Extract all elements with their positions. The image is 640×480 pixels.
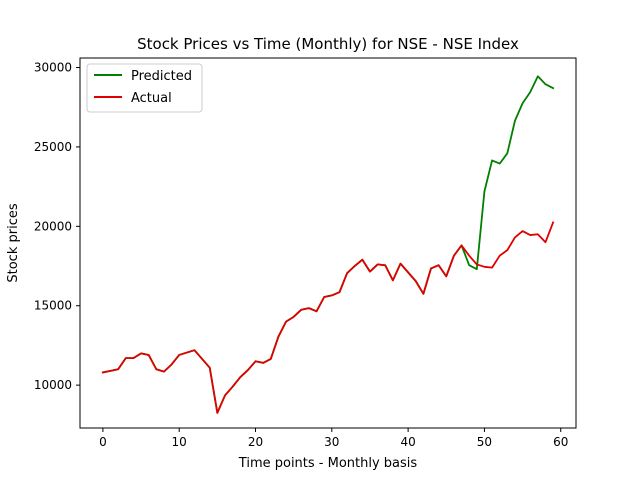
legend-label-actual: Actual <box>131 91 172 106</box>
series-line-actual <box>101 221 555 414</box>
y-axis-label: Stock prices <box>6 203 21 282</box>
chart-title: Stock Prices vs Time (Monthly) for NSE -… <box>137 35 519 53</box>
x-tick-label: 60 <box>553 435 568 449</box>
x-tick-label: 0 <box>99 435 107 449</box>
y-tick-label: 15000 <box>34 299 72 313</box>
x-axis-ticks: 0 10 20 30 40 50 60 <box>99 428 568 449</box>
x-tick-label: 10 <box>172 435 187 449</box>
y-axis-ticks: 10000 15000 20000 25000 30000 <box>34 61 80 392</box>
x-axis-label: Time points - Monthly basis <box>238 456 418 471</box>
x-tick-label: 50 <box>477 435 492 449</box>
series-lines <box>101 75 555 414</box>
legend: Predicted Actual <box>86 63 203 113</box>
y-tick-label: 20000 <box>34 219 72 233</box>
plot-frame <box>79 57 577 429</box>
y-tick-label: 25000 <box>34 140 72 154</box>
x-tick-label: 30 <box>324 435 339 449</box>
y-tick-label: 30000 <box>34 61 72 75</box>
legend-label-predicted: Predicted <box>131 69 192 84</box>
y-tick-label: 10000 <box>34 378 72 392</box>
x-tick-label: 40 <box>400 435 415 449</box>
x-tick-label: 20 <box>248 435 263 449</box>
